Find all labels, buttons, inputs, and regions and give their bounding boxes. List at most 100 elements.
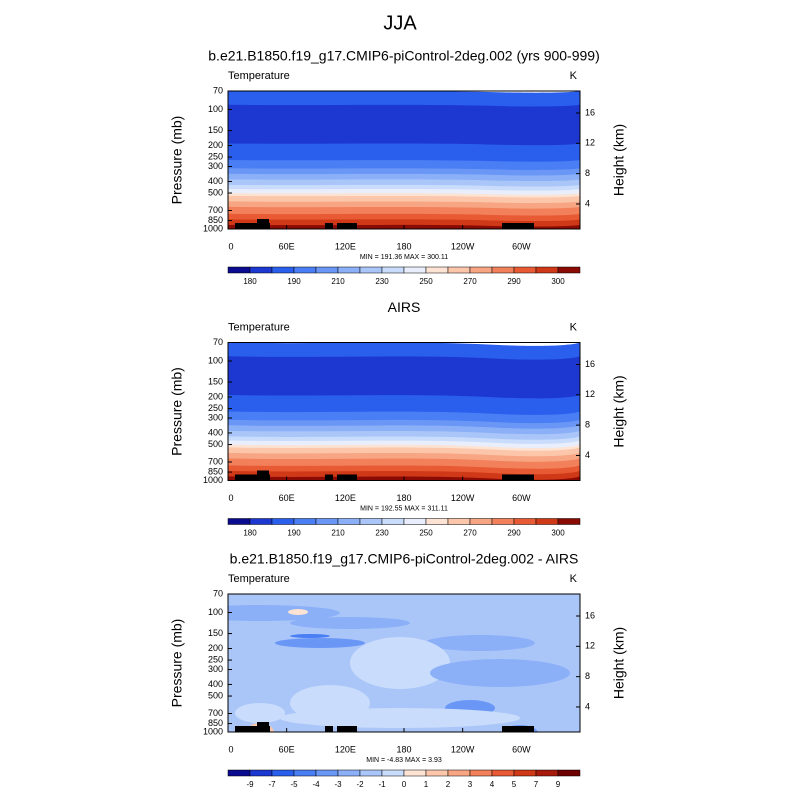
colorbar-label: 210 (331, 277, 345, 286)
figure-title: JJA (383, 12, 417, 34)
colorbar-box (227, 518, 251, 525)
y-tick-label: 70 (213, 337, 223, 347)
colorbar-label: 7 (534, 780, 539, 789)
colorbar-label: -2 (356, 780, 364, 789)
y-tick-label: 1000 (203, 726, 223, 736)
colorbar-label: 4 (490, 780, 495, 789)
y-tick-label: 500 (208, 187, 223, 197)
x-tick-label: 120W (451, 241, 475, 251)
x-tick-label: 60E (279, 241, 295, 251)
colorbar-box (535, 518, 559, 525)
y2-axis-label: Height (km) (611, 124, 627, 196)
colorbar-box (403, 266, 427, 274)
colorbar-label: -1 (378, 780, 386, 789)
colorbar-box (491, 518, 515, 525)
colorbar-box (535, 266, 559, 274)
y2-tick-label: 4 (585, 198, 590, 208)
panel-title: b.e21.B1850.f19_g17.CMIP6-piControl-2deg… (230, 551, 579, 567)
y-tick-label: 200 (208, 391, 223, 401)
colorbar-box (491, 769, 515, 777)
colorbar-box (337, 266, 361, 274)
y2-tick-label: 8 (585, 671, 590, 681)
panel-title: b.e21.B1850.f19_g17.CMIP6-piControl-2deg… (208, 48, 599, 64)
colorbar-box (491, 266, 515, 274)
colorbar-label: 180 (243, 529, 257, 538)
colorbar-box (513, 769, 537, 777)
colorbar-label: 290 (507, 529, 521, 538)
contour-blob (430, 659, 570, 687)
colorbar-label: -9 (246, 780, 254, 789)
colorbar-box (403, 518, 427, 525)
colorbar-label: -7 (268, 780, 276, 789)
y-tick-label: 100 (208, 607, 223, 617)
y2-tick-label: 8 (585, 168, 590, 178)
colorbar-box (359, 518, 383, 525)
colorbar-box (293, 769, 317, 777)
colorbar-box (403, 769, 427, 777)
colorbar-box (271, 769, 295, 777)
y-tick-label: 250 (208, 654, 223, 664)
colorbar-box (271, 518, 295, 525)
colorbar-label: 210 (331, 529, 345, 538)
colorbar-box (469, 769, 493, 777)
colorbar-box (557, 769, 581, 777)
contour-blob (290, 617, 410, 629)
topography (502, 223, 534, 229)
y2-tick-label: 4 (585, 701, 590, 711)
topography (337, 223, 357, 229)
y-tick-label: 300 (208, 664, 223, 674)
colorbar-label: 300 (551, 529, 565, 538)
colorbar-box (447, 769, 471, 777)
y-tick-label: 700 (208, 708, 223, 718)
colorbar-box (359, 266, 383, 274)
colorbar-box (425, 518, 449, 525)
field (228, 594, 580, 732)
left-label: Temperature (228, 573, 290, 585)
contour-blob (228, 605, 340, 621)
y2-tick-label: 16 (585, 610, 595, 620)
colorbar-box (535, 769, 559, 777)
y-tick-label: 150 (208, 376, 223, 386)
colorbar-box (381, 769, 405, 777)
topography (235, 474, 270, 481)
y-tick-label: 500 (208, 690, 223, 700)
y-tick-label: 850 (208, 718, 223, 728)
topography (325, 726, 333, 732)
colorbar-label: 270 (463, 277, 477, 286)
stats: MIN = -4.83 MAX = 3.93 (366, 757, 442, 764)
stats: MIN = 192.55 MAX = 311.11 (360, 505, 448, 512)
colorbar-box (315, 518, 339, 525)
topography (235, 726, 270, 732)
x-tick-label: 60W (512, 241, 531, 251)
y-tick-label: 700 (208, 456, 223, 466)
colorbar-box (249, 518, 273, 525)
panel-title: AIRS (388, 299, 421, 315)
colorbar-label: 5 (512, 780, 517, 789)
colorbar-box (447, 518, 471, 525)
x-tick-label: 60E (279, 744, 295, 754)
y-tick-label: 70 (213, 588, 223, 598)
y2-tick-label: 4 (585, 450, 590, 460)
stats: MIN = 191.36 MAX = 300.11 (360, 254, 448, 261)
y-tick-label: 700 (208, 205, 223, 215)
y-tick-label: 500 (208, 439, 223, 449)
colorbar-label: 230 (375, 277, 389, 286)
colorbar-box (337, 518, 361, 525)
x-tick-label: 0 (228, 241, 233, 251)
colorbar-box (447, 266, 471, 274)
colorbar-box (359, 769, 383, 777)
x-tick-label: 60E (279, 493, 295, 503)
y-tick-label: 200 (208, 643, 223, 653)
y-tick-label: 200 (208, 140, 223, 150)
topography (257, 722, 269, 732)
y2-tick-label: 12 (585, 641, 595, 651)
colorbar-box (425, 266, 449, 274)
contour-blob (288, 609, 308, 615)
y2-axis-label: Height (km) (611, 627, 627, 699)
x-tick-label: 0 (228, 493, 233, 503)
y-tick-label: 100 (208, 104, 223, 114)
topography (337, 726, 357, 732)
panel: b.e21.B1850.f19_g17.CMIP6-piControl-2deg… (169, 551, 627, 789)
left-label: Temperature (228, 321, 290, 333)
